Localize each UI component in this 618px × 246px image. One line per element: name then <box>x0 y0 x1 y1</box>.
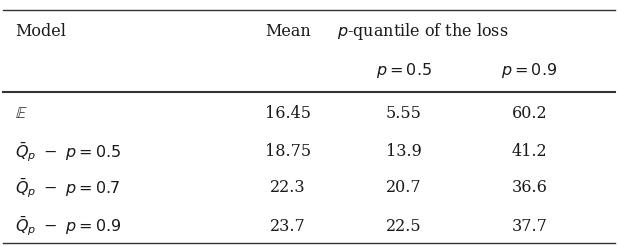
Text: 37.7: 37.7 <box>512 218 548 235</box>
Text: $p = 0.5$: $p = 0.5$ <box>376 61 432 80</box>
Text: 60.2: 60.2 <box>512 105 548 122</box>
Text: 36.6: 36.6 <box>512 179 548 196</box>
Text: 22.5: 22.5 <box>386 218 421 235</box>
Text: $\mathbb{E}$: $\mathbb{E}$ <box>15 105 28 122</box>
Text: 16.45: 16.45 <box>265 105 311 122</box>
Text: 22.3: 22.3 <box>269 179 305 196</box>
Text: 23.7: 23.7 <box>269 218 305 235</box>
Text: 20.7: 20.7 <box>386 179 421 196</box>
Text: $p = 0.9$: $p = 0.9$ <box>501 61 557 80</box>
Text: 5.55: 5.55 <box>386 105 422 122</box>
Text: 18.75: 18.75 <box>265 143 311 160</box>
Text: Model: Model <box>15 23 66 40</box>
Text: $\bar{Q}_p \ - \ p = 0.7$: $\bar{Q}_p \ - \ p = 0.7$ <box>15 176 120 200</box>
Text: $\bar{Q}_p \ - \ p = 0.5$: $\bar{Q}_p \ - \ p = 0.5$ <box>15 140 121 164</box>
Text: 13.9: 13.9 <box>386 143 422 160</box>
Text: $p$-quantile of the loss: $p$-quantile of the loss <box>337 21 508 42</box>
Text: $\bar{Q}_p \ - \ p = 0.9$: $\bar{Q}_p \ - \ p = 0.9$ <box>15 215 121 238</box>
Text: 41.2: 41.2 <box>512 143 548 160</box>
Text: Mean: Mean <box>265 23 310 40</box>
